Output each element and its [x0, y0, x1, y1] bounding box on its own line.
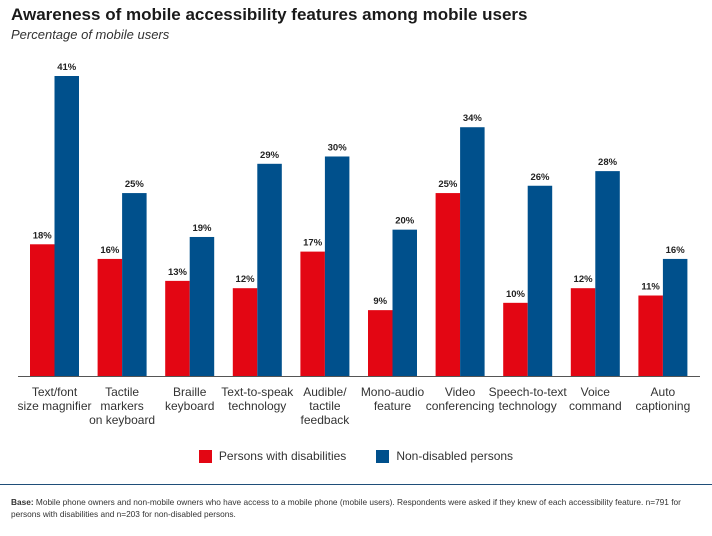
data-label: 11%	[641, 282, 660, 293]
legend-label: Non-disabled persons	[396, 449, 514, 463]
chart-subtitle: Percentage of mobile users	[11, 27, 170, 42]
bar	[595, 171, 620, 376]
category-label: command	[569, 399, 622, 413]
legend-item-disabled: Persons with disabilities	[198, 449, 347, 463]
data-label: 20%	[395, 216, 415, 227]
bar	[570, 288, 596, 376]
bar	[232, 288, 258, 376]
category-label: Audible/	[303, 385, 347, 399]
data-label: 10%	[506, 289, 526, 300]
footnote-label: Base:	[11, 497, 34, 507]
bar	[662, 258, 688, 376]
data-label: 13%	[168, 267, 188, 278]
bar	[97, 258, 123, 376]
data-label: 30%	[328, 142, 348, 153]
data-label: 28%	[598, 157, 618, 168]
legend-swatch	[198, 449, 212, 463]
data-label: 25%	[438, 179, 458, 190]
data-label: 29%	[260, 150, 280, 161]
category-label: Braille	[173, 385, 207, 399]
footnote: Base: Mobile phone owners and non-mobile…	[11, 496, 711, 520]
data-label: 25%	[125, 179, 145, 190]
category-label: Tactile	[105, 385, 139, 399]
data-label: 16%	[100, 245, 120, 256]
category-label: tactile	[309, 399, 341, 413]
bar	[368, 310, 393, 376]
bar	[460, 127, 485, 376]
category-label: technology	[228, 399, 286, 413]
category-label: on keyboard	[89, 413, 155, 427]
category-label: Video	[445, 385, 476, 399]
footnote-text: Mobile phone owners and non-mobile owner…	[11, 497, 681, 519]
bar	[54, 76, 79, 376]
divider	[0, 484, 712, 485]
category-label: captioning	[636, 399, 691, 413]
category-label: Auto	[651, 385, 676, 399]
category-label: Text-to-speak	[221, 385, 294, 399]
data-label: 41%	[57, 62, 77, 73]
bar	[165, 280, 190, 376]
category-label: keyboard	[165, 399, 214, 413]
data-label: 9%	[373, 296, 387, 307]
data-label: 18%	[33, 230, 53, 241]
data-label: 34%	[463, 113, 483, 124]
category-label: Text/font	[32, 385, 78, 399]
category-label: Speech-to-text	[489, 385, 568, 399]
legend-label: Persons with disabilities	[218, 449, 347, 463]
category-label: Mono-audio	[361, 385, 425, 399]
bar	[324, 156, 350, 376]
category-label: size magnifier	[17, 399, 91, 413]
category-label: feedback	[301, 413, 351, 427]
bar	[503, 302, 528, 376]
data-label: 12%	[236, 274, 256, 285]
data-label: 19%	[192, 223, 212, 234]
legend-swatch	[376, 449, 390, 463]
data-label: 17%	[303, 238, 323, 249]
bar	[122, 193, 147, 376]
bar	[435, 193, 461, 376]
category-label: markers	[100, 399, 143, 413]
category-label: feature	[374, 399, 412, 413]
category-label: Voice	[581, 385, 611, 399]
data-label: 16%	[666, 245, 686, 256]
bar	[189, 236, 215, 376]
category-label: conferencing	[426, 399, 495, 413]
legend: Persons with disabilities Non-disabled p…	[0, 449, 712, 463]
bar	[257, 163, 282, 376]
bar	[392, 229, 417, 376]
category-label: technology	[499, 399, 557, 413]
bar	[300, 251, 325, 376]
bar	[527, 185, 553, 376]
legend-item-non-disabled: Non-disabled persons	[376, 449, 513, 463]
bar	[638, 295, 663, 376]
data-label: 26%	[530, 172, 550, 183]
bar	[30, 244, 55, 376]
chart-title: Awareness of mobile accessibility featur…	[11, 5, 528, 24]
data-label: 12%	[574, 274, 594, 285]
